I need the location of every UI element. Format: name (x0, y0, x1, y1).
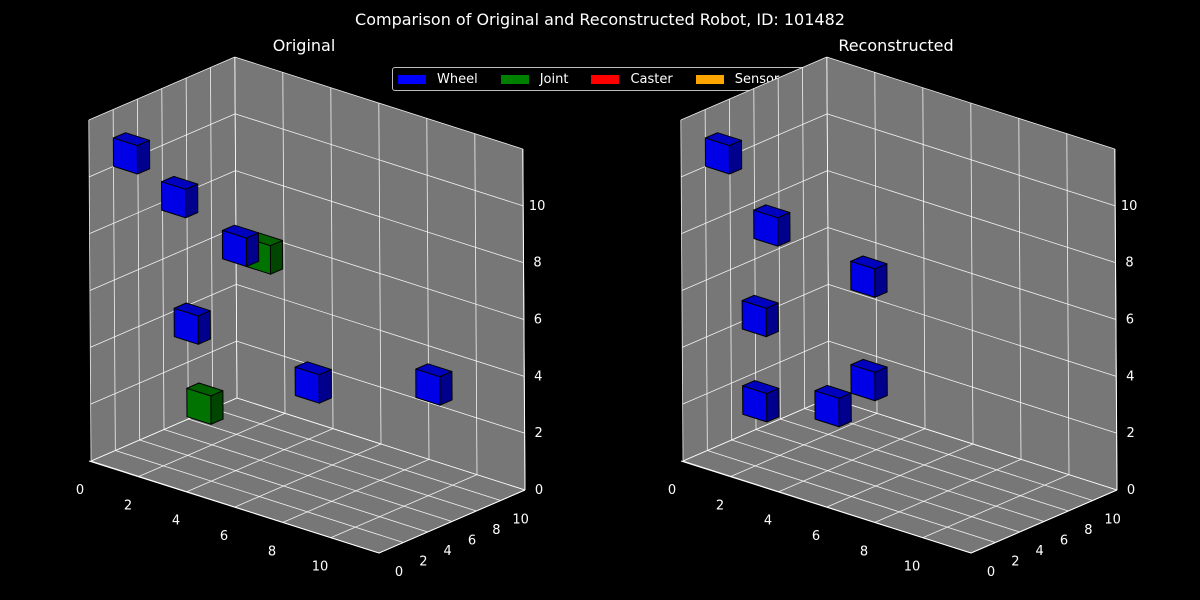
original-y-axis-line (378, 489, 526, 554)
reconstructed-x-tick-label: 2 (716, 498, 724, 513)
original-grid-line (234, 56, 523, 150)
legend-swatch-caster (590, 73, 621, 85)
original-x-tick-label: 10 (312, 560, 329, 575)
original-x-tick-label: 8 (268, 544, 276, 559)
legend-entry-caster: Caster (590, 71, 673, 87)
original-y-tick-label: 2 (419, 555, 427, 570)
reconstructed-grid-line (827, 113, 1116, 207)
reconstructed-cube-wheel (741, 294, 779, 338)
original-cube-joint (186, 382, 224, 425)
reconstructed-cube-wheel (850, 255, 888, 298)
reconstructed-cube-wheel (753, 204, 791, 247)
reconstructed-y-tick-label: 6 (1060, 534, 1068, 549)
reconstructed-z-tick-label: 2 (1126, 426, 1134, 441)
reconstructed-x-tick-label: 6 (812, 529, 820, 544)
reconstructed-y-tick-label: 10 (1104, 513, 1121, 528)
reconstructed-z-tick-label: 6 (1126, 313, 1134, 328)
reconstructed-y-tick-label: 2 (1011, 555, 1019, 570)
legend-label-joint: Joint (539, 71, 569, 87)
reconstructed-x-tick-label: 8 (860, 544, 868, 559)
reconstructed-grid-line (680, 56, 827, 121)
reconstructed-x-tick-label: 10 (904, 560, 921, 575)
legend-swatch-wheel (397, 73, 427, 85)
original-cube-wheel (173, 302, 211, 345)
original-x-axis-line (88, 460, 380, 554)
reconstructed-grid-line (828, 397, 1118, 491)
reconstructed-panel-title: Reconstructed (838, 36, 954, 55)
original-cube-wheel (112, 132, 151, 175)
original-x-tick-label: 6 (220, 529, 228, 544)
original-grid-line (88, 56, 235, 121)
reconstructed-x-tick-label: 0 (668, 483, 676, 498)
original-y-tick-label: 10 (512, 513, 529, 528)
figure-title: Comparison of Original and Reconstructed… (355, 10, 845, 29)
reconstructed-grid-line (804, 408, 1093, 501)
reconstructed-grid-line (826, 56, 1115, 150)
original-y-tick-label: 4 (444, 544, 452, 559)
original-z-tick-label: 0 (535, 483, 543, 498)
reconstructed-z-axis-line (1114, 148, 1118, 491)
original-y-tick-label: 0 (395, 565, 403, 580)
reconstructed-cube-wheel (742, 380, 780, 423)
reconstructed-y-tick-label: 8 (1084, 523, 1092, 538)
reconstructed-grid-line (826, 56, 830, 399)
original-cube-wheel (221, 224, 260, 267)
original-x-tick-label: 0 (76, 483, 84, 498)
original-cube-wheel (294, 361, 332, 404)
legend-entry-joint: Joint (499, 71, 569, 87)
original-grid-line (236, 397, 526, 491)
reconstructed-cube-wheel (850, 358, 888, 402)
reconstructed-y-tick-label: 0 (987, 565, 995, 580)
legend-swatch-joint (499, 73, 530, 85)
reconstructed-3d-plot[interactable]: 0 2 4 6 8 10 0 2 4 6 8 10 0 2 4 6 8 10 (592, 0, 1192, 600)
reconstructed-cube-wheel (814, 384, 852, 428)
original-3d-plot[interactable]: 0 2 4 6 8 10 0 2 4 6 8 10 0 2 4 6 8 10 (0, 0, 600, 600)
original-z-tick-label: 8 (533, 256, 541, 271)
legend-entry-wheel: Wheel (397, 72, 478, 87)
legend-label-wheel: Wheel (437, 71, 478, 87)
original-x-tick-label: 4 (172, 514, 180, 529)
reconstructed-cube-wheel (704, 132, 743, 175)
original-y-tick-label: 6 (468, 534, 476, 549)
original-panel-title: Original (272, 36, 336, 55)
original-z-tick-label: 2 (534, 426, 542, 441)
original-x-tick-label: 2 (124, 498, 132, 513)
original-z-axis-line (522, 148, 526, 491)
legend-swatch-sensor (694, 73, 725, 85)
reconstructed-z-tick-label: 4 (1126, 369, 1134, 384)
reconstructed-z-tick-label: 10 (1121, 199, 1138, 214)
original-z-tick-label: 6 (534, 313, 542, 328)
reconstructed-z-tick-label: 8 (1125, 256, 1133, 271)
original-z-tick-label: 10 (529, 199, 546, 214)
reconstructed-x-axis-line (680, 460, 972, 554)
original-grid-line (212, 408, 501, 501)
original-grid-line (235, 113, 524, 207)
original-cube-wheel (415, 363, 453, 406)
legend: Wheel Joint Caster Sensor (392, 67, 806, 91)
reconstructed-z-tick-label: 0 (1127, 483, 1135, 498)
reconstructed-y-tick-label: 4 (1036, 544, 1044, 559)
legend-label-caster: Caster (630, 71, 673, 87)
original-cube-wheel (161, 175, 199, 219)
reconstructed-y-axis-line (970, 489, 1118, 554)
original-z-tick-label: 4 (534, 369, 542, 384)
reconstructed-x-tick-label: 4 (764, 514, 772, 529)
original-y-tick-label: 8 (492, 523, 500, 538)
